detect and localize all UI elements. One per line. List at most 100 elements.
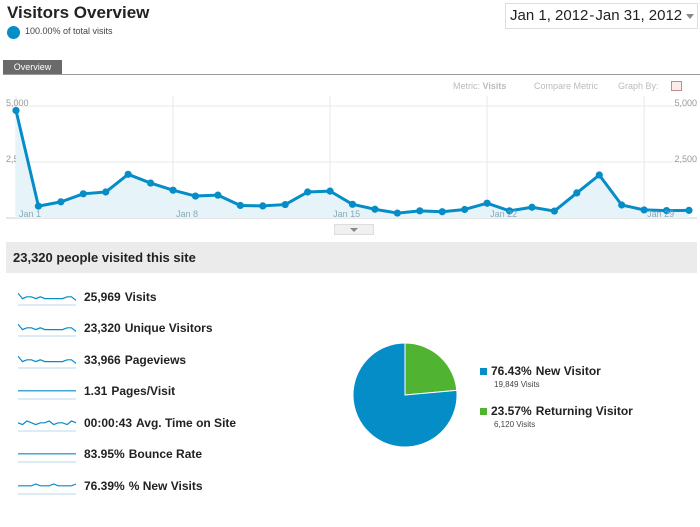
data-point[interactable] xyxy=(102,188,110,196)
date-start: Jan 1, 2012 xyxy=(510,7,589,24)
tab-overview[interactable]: Overview xyxy=(3,60,62,74)
data-point[interactable] xyxy=(326,187,334,195)
sparkline-icon xyxy=(18,483,76,495)
data-point[interactable] xyxy=(595,171,603,179)
legend-percent: 76.43% xyxy=(491,364,532,378)
chevron-down-icon xyxy=(686,13,695,19)
metric-row[interactable]: 33,966 Pageviews xyxy=(18,350,186,370)
data-point[interactable] xyxy=(191,192,200,200)
data-point[interactable] xyxy=(348,200,357,208)
legend-visits: 19,849 Visits xyxy=(494,380,540,389)
visitor-type-pie-chart xyxy=(352,342,458,448)
y-tick-label-left: 5,000 xyxy=(6,98,29,108)
date-range-picker[interactable]: Jan 1, 2012 - Jan 31, 2012 xyxy=(505,3,699,29)
metric-label: Visits xyxy=(124,290,157,304)
data-point[interactable] xyxy=(573,189,581,197)
data-point[interactable] xyxy=(147,179,155,187)
legend-visits: 6,120 Visits xyxy=(494,420,536,429)
graph-by-day-icon[interactable] xyxy=(671,81,682,91)
x-tick-label: Jan 8 xyxy=(176,209,198,219)
data-point[interactable] xyxy=(483,199,491,207)
legend-label: New Visitor xyxy=(535,364,601,378)
y-tick-label-right: 5,000 xyxy=(674,98,697,108)
data-point[interactable] xyxy=(662,207,671,215)
sparkline-icon xyxy=(18,420,76,432)
compare-metric-button[interactable]: Compare Metric xyxy=(534,81,599,91)
sparkline-icon xyxy=(18,292,76,306)
legend-entry[interactable]: 23.57% Returning Visitor xyxy=(480,404,633,418)
x-tick-label: Jan 29 xyxy=(647,209,674,219)
data-point[interactable] xyxy=(169,186,177,194)
metric-label: Avg. Time on Site xyxy=(136,416,237,430)
chevron-down-icon xyxy=(350,227,358,232)
data-point[interactable] xyxy=(57,198,65,206)
data-point[interactable] xyxy=(259,202,267,210)
x-tick-label: Jan 1 xyxy=(19,209,41,219)
sparkline-icon xyxy=(18,355,76,369)
segment-pie-icon xyxy=(7,26,20,39)
metric-value: 83.95% xyxy=(84,447,125,461)
metric-row[interactable]: 83.95% Bounce Rate xyxy=(18,444,202,464)
data-point[interactable] xyxy=(79,190,87,198)
chart-resize-handle[interactable] xyxy=(334,224,374,235)
metric-label: Pages/Visit xyxy=(111,384,176,398)
metric-label: Bounce Rate xyxy=(128,447,203,461)
metric-label: Unique Visitors xyxy=(124,321,213,335)
data-point[interactable] xyxy=(438,208,446,216)
data-point[interactable] xyxy=(12,106,20,115)
data-point[interactable] xyxy=(304,188,312,196)
sparkline-icon xyxy=(18,323,76,337)
x-tick-label: Jan 15 xyxy=(333,209,360,219)
data-point[interactable] xyxy=(685,206,693,214)
data-point[interactable] xyxy=(236,201,244,210)
metric-row[interactable]: 1.31 Pages/Visit xyxy=(18,381,175,401)
legend-percent: 23.57% xyxy=(491,404,532,418)
metric-value: 23,320 xyxy=(84,321,121,335)
metric-row[interactable]: 25,969 Visits xyxy=(18,287,157,307)
metric-row[interactable]: 23,320 Unique Visitors xyxy=(18,318,213,338)
sparkline-icon xyxy=(18,453,76,463)
data-point[interactable] xyxy=(416,207,424,215)
summary-heading: 23,320 people visited this site xyxy=(6,242,697,273)
data-point[interactable] xyxy=(528,203,536,211)
data-point[interactable] xyxy=(281,200,289,209)
data-point[interactable] xyxy=(393,209,401,217)
tab-divider xyxy=(3,74,700,75)
legend-label: Returning Visitor xyxy=(535,404,633,418)
legend-entry[interactable]: 76.43% New Visitor xyxy=(480,364,601,378)
metric-row[interactable]: 76.39%% New Visits xyxy=(18,476,203,496)
data-point[interactable] xyxy=(640,206,648,214)
metric-value: 1.31 xyxy=(84,384,108,398)
data-point[interactable] xyxy=(34,202,43,210)
percent-of-total: 100.00% of total visits xyxy=(25,26,113,36)
data-point[interactable] xyxy=(461,205,469,214)
graph-by-label: Graph By: xyxy=(618,81,659,91)
metric-value: 00:00:43 xyxy=(84,416,133,430)
legend-swatch xyxy=(480,407,487,415)
metric-value: 33,966 xyxy=(84,353,121,367)
metric-label: Metric: xyxy=(453,81,480,91)
data-point[interactable] xyxy=(124,170,132,178)
pie-slice[interactable] xyxy=(404,342,458,396)
x-tick-label: Jan 22 xyxy=(490,209,517,219)
legend-swatch xyxy=(480,367,487,375)
data-point[interactable] xyxy=(550,207,559,215)
metric-label: % New Visits xyxy=(128,479,203,493)
y-tick-label-right: 2,500 xyxy=(674,154,697,164)
data-point[interactable] xyxy=(505,207,514,215)
metric-row[interactable]: 00:00:43 Avg. Time on Site xyxy=(18,413,236,433)
date-separator: - xyxy=(589,7,595,24)
sparkline-icon xyxy=(18,390,76,400)
data-point[interactable] xyxy=(371,205,379,213)
date-end: Jan 31, 2012 xyxy=(595,7,683,24)
metric-selector[interactable]: Metric: Visits xyxy=(453,81,506,91)
data-point[interactable] xyxy=(214,191,222,199)
metric-value: 76.39% xyxy=(84,479,125,493)
metric-label: Pageviews xyxy=(124,353,187,367)
metric-value: Visits xyxy=(482,81,507,91)
metric-value: 25,969 xyxy=(84,290,121,304)
data-point[interactable] xyxy=(618,201,626,209)
page-title: Visitors Overview xyxy=(7,3,150,22)
pie-slice[interactable] xyxy=(352,342,458,448)
